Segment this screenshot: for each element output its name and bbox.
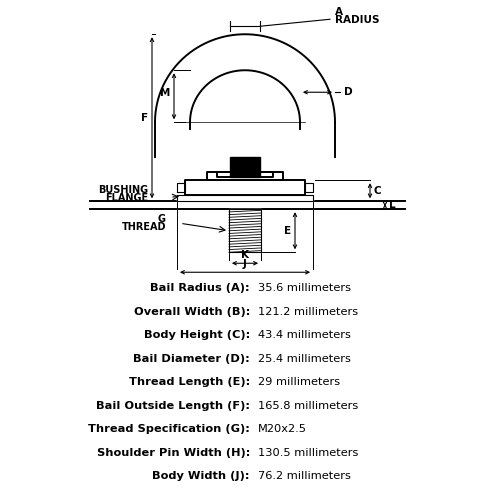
Polygon shape — [207, 172, 283, 180]
Text: 43.4 millimeters: 43.4 millimeters — [258, 330, 350, 340]
Polygon shape — [177, 195, 313, 201]
Text: Body Height (C):: Body Height (C): — [144, 330, 250, 340]
Text: Bail Radius (A):: Bail Radius (A): — [150, 283, 250, 293]
Polygon shape — [305, 183, 313, 192]
Polygon shape — [177, 183, 185, 192]
Polygon shape — [230, 157, 260, 178]
Text: Overall Width (B):: Overall Width (B): — [134, 306, 250, 316]
Text: C: C — [374, 186, 382, 196]
Text: A: A — [335, 7, 343, 17]
Text: Bail Outside Length (F):: Bail Outside Length (F): — [96, 401, 250, 411]
Text: F: F — [141, 113, 148, 122]
Text: Thread Specification (G):: Thread Specification (G): — [88, 424, 250, 434]
Text: THREAD: THREAD — [122, 222, 166, 232]
Text: G: G — [158, 214, 166, 224]
Text: FLANGE: FLANGE — [105, 193, 148, 203]
Text: M20x2.5: M20x2.5 — [258, 424, 306, 434]
Polygon shape — [185, 180, 305, 195]
Text: Bail Diameter (D):: Bail Diameter (D): — [133, 354, 250, 364]
Text: M: M — [160, 88, 170, 98]
Text: BUSHING: BUSHING — [98, 185, 148, 195]
Text: Thread Length (E):: Thread Length (E): — [129, 378, 250, 388]
Text: 25.4 millimeters: 25.4 millimeters — [258, 354, 350, 364]
Text: Body Width (J):: Body Width (J): — [152, 472, 250, 482]
Text: 76.2 millimeters: 76.2 millimeters — [258, 472, 350, 482]
Text: Shoulder Pin Width (H):: Shoulder Pin Width (H): — [96, 448, 250, 458]
Text: E: E — [284, 226, 291, 236]
Text: 35.6 millimeters: 35.6 millimeters — [258, 283, 350, 293]
Text: J: J — [243, 260, 247, 269]
Text: L: L — [389, 200, 396, 210]
Text: RADIUS: RADIUS — [335, 15, 380, 25]
Polygon shape — [229, 209, 261, 252]
Text: 29 millimeters: 29 millimeters — [258, 378, 340, 388]
Text: 165.8 millimeters: 165.8 millimeters — [258, 401, 358, 411]
Polygon shape — [217, 172, 273, 178]
Text: D: D — [344, 87, 352, 97]
Text: 121.2 millimeters: 121.2 millimeters — [258, 306, 358, 316]
Text: K: K — [241, 250, 249, 260]
Text: 130.5 millimeters: 130.5 millimeters — [258, 448, 358, 458]
